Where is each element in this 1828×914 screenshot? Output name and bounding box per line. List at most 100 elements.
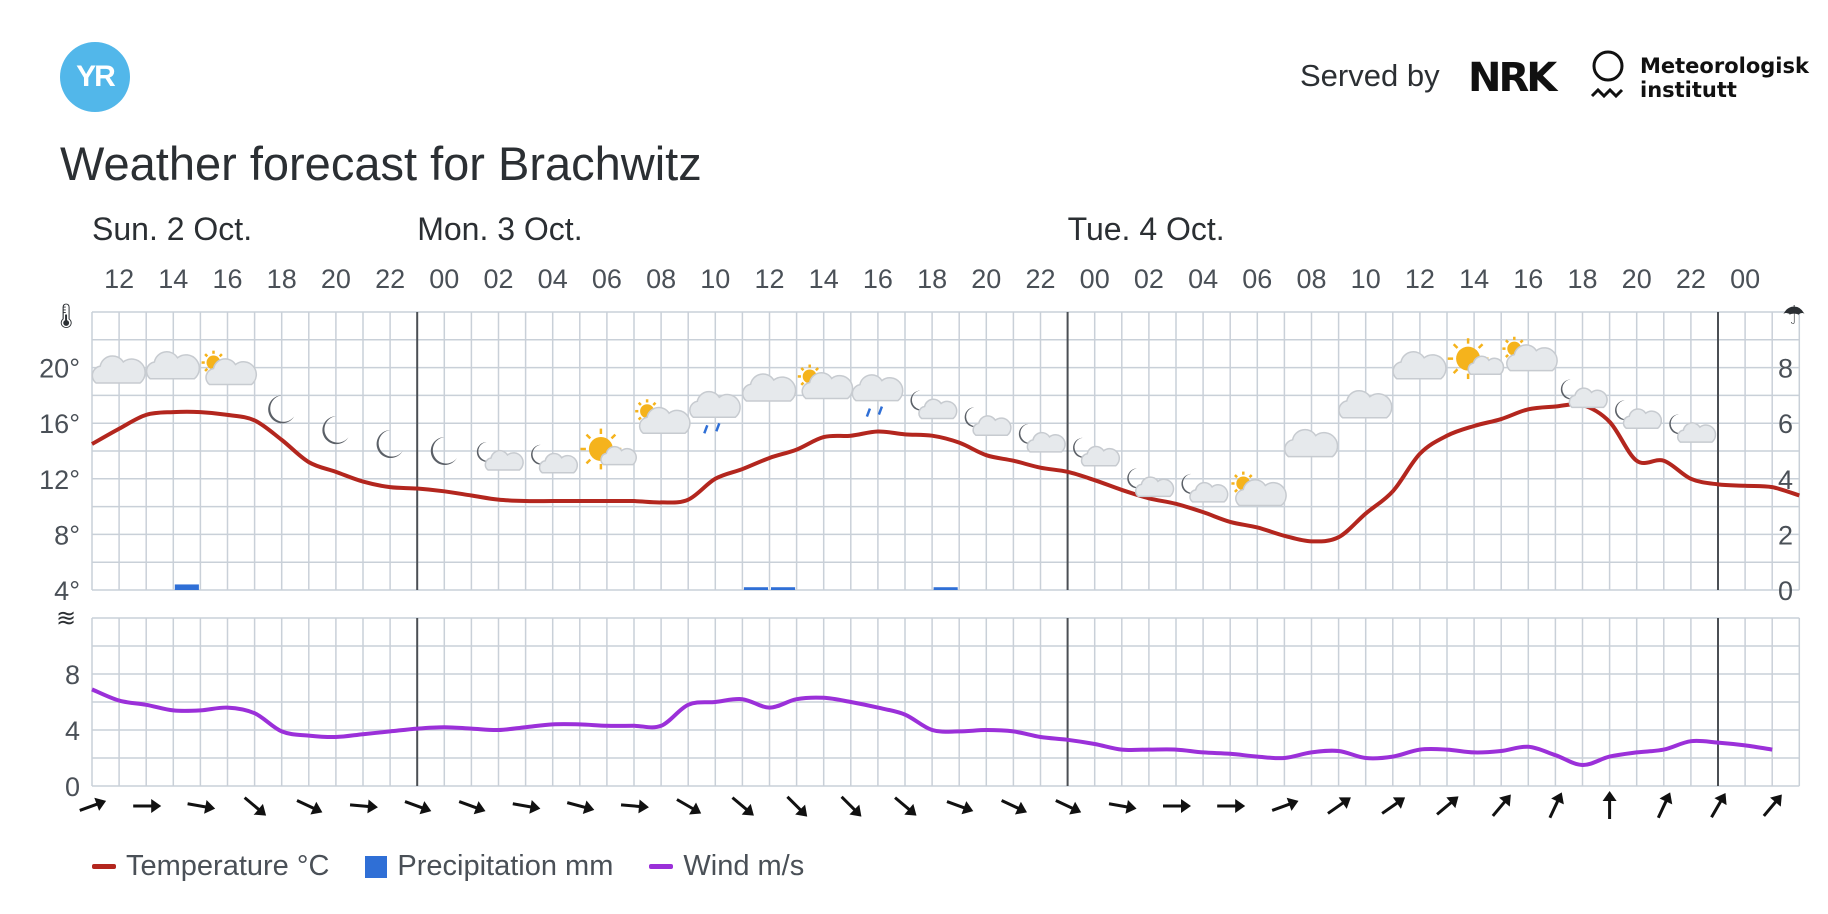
wind-arrow-icon xyxy=(1327,797,1351,815)
umbrella-icon: ☂ xyxy=(1782,300,1805,330)
hour-label: 08 xyxy=(1296,264,1326,294)
wind-arrow-icon xyxy=(187,799,216,814)
hour-label: 02 xyxy=(483,264,513,294)
partly-sunny-icon xyxy=(1502,336,1558,372)
cloudy-icon xyxy=(1392,351,1447,380)
hour-label: 02 xyxy=(1134,264,1164,294)
page-title: Weather forecast for Brachwitz xyxy=(60,137,702,190)
hour-label: 00 xyxy=(429,264,459,294)
temperature-tick: 16° xyxy=(39,409,80,439)
wind-arrow-icon xyxy=(1000,799,1027,815)
sun-cloud-icon xyxy=(1447,338,1505,380)
temperature-tick: 4° xyxy=(54,576,80,606)
temperature-line xyxy=(91,402,1800,544)
hour-label: 06 xyxy=(592,264,622,294)
wind-arrow-icon xyxy=(1656,792,1673,819)
wind-arrow-icon xyxy=(1710,793,1727,819)
precipitation-tick: 8 xyxy=(1778,354,1793,384)
hour-label: 14 xyxy=(158,264,188,294)
hour-label: 12 xyxy=(754,264,784,294)
wind-tick: 8 xyxy=(65,660,80,690)
temperature-tick: 8° xyxy=(54,520,80,550)
wind-arrow-icon xyxy=(1491,794,1511,817)
wind-arrow-icon xyxy=(1762,794,1782,817)
wind-icon: ≋ xyxy=(56,605,76,632)
legend-temperature-swatch xyxy=(92,864,116,869)
sun-cloud-icon xyxy=(580,428,637,470)
wind-arrow-icon xyxy=(79,797,107,812)
partly-sunny-icon xyxy=(201,350,258,386)
hour-label: 16 xyxy=(1513,264,1543,294)
cloudy-icon xyxy=(145,351,201,380)
precipitation-tick: 6 xyxy=(1778,409,1793,439)
wind-arrow-icon xyxy=(840,795,862,817)
hour-label: 22 xyxy=(375,264,405,294)
temperature-tick: 20° xyxy=(39,354,80,384)
hour-label: 20 xyxy=(971,264,1001,294)
yr-logo[interactable]: YR xyxy=(60,42,130,112)
nrk-logo[interactable]: NRK xyxy=(1468,55,1557,101)
precipitation-bar xyxy=(771,587,796,590)
cloudy-icon xyxy=(1338,389,1393,419)
wind-arrow-icon xyxy=(1602,791,1617,819)
wind-arrow-icon xyxy=(566,800,595,815)
moon-cloud-icon xyxy=(476,441,524,471)
hour-label: 04 xyxy=(1188,264,1218,294)
partly-sunny-icon xyxy=(797,364,854,400)
moon-cloud-icon xyxy=(964,407,1012,436)
moon-cloud-icon xyxy=(531,444,578,474)
hour-label: 14 xyxy=(809,264,839,294)
precipitation-tick: 0 xyxy=(1778,576,1793,606)
precipitation-tick: 2 xyxy=(1778,520,1793,550)
wind-arrow-icon xyxy=(296,799,323,815)
wind-arrow-icon xyxy=(1108,799,1137,814)
legend-wind: Wind m/s xyxy=(649,850,804,883)
wind-arrow-icon xyxy=(1163,799,1191,813)
met-institute-icon xyxy=(1590,50,1624,99)
hour-label: 12 xyxy=(104,264,134,294)
legend-temperature: Temperature °C xyxy=(92,850,329,883)
cloudy-icon xyxy=(1284,428,1339,458)
met-institute-line1: Meteorologisk xyxy=(1640,54,1809,78)
wind-line xyxy=(91,687,1773,768)
hour-label: 14 xyxy=(1459,264,1489,294)
thermometer-icon: 🌡 xyxy=(51,303,81,330)
day-label: Tue. 4 Oct. xyxy=(1068,211,1225,247)
hour-label: 22 xyxy=(1676,264,1706,294)
hour-label: 10 xyxy=(1351,264,1381,294)
hour-label: 08 xyxy=(646,264,676,294)
met-institute-logo[interactable]: Meteorologisk institutt xyxy=(1640,54,1809,102)
hour-label: 20 xyxy=(1622,264,1652,294)
moon-cloud-icon xyxy=(1073,437,1120,467)
wind-arrow-icon xyxy=(243,796,267,816)
wind-arrow-icon xyxy=(1548,792,1564,819)
legend-precipitation-swatch xyxy=(365,855,388,878)
wind-arrow-icon xyxy=(1436,796,1459,816)
moon-cloud-icon xyxy=(1018,423,1066,453)
hour-label: 18 xyxy=(1567,264,1597,294)
wind-arrow-icon xyxy=(1271,797,1299,812)
wind-arrow-icon xyxy=(620,799,649,814)
legend-precipitation-label: Precipitation mm xyxy=(397,850,614,882)
precipitation-bar xyxy=(174,584,199,590)
moon-cloud-icon xyxy=(1127,468,1175,498)
moon-cloud-icon xyxy=(1560,379,1608,409)
wind-arrow-icon xyxy=(894,796,917,816)
hour-label: 00 xyxy=(1730,264,1760,294)
hour-label: 20 xyxy=(321,264,351,294)
wind-arrow-icon xyxy=(731,796,754,816)
temperature-tick: 12° xyxy=(39,465,80,495)
wind-arrow-icon xyxy=(512,799,541,814)
wind-arrow-icon xyxy=(1381,797,1406,815)
wind-arrow-icon xyxy=(404,800,432,815)
wind-tick: 0 xyxy=(65,772,80,802)
cloudy-icon xyxy=(91,355,146,384)
partly-sunny-icon xyxy=(1231,471,1287,507)
wind-arrow-icon xyxy=(1217,799,1246,813)
served-by-label: Served by xyxy=(1300,58,1440,93)
wind-arrow-icon xyxy=(946,800,974,815)
hour-label: 16 xyxy=(863,264,893,294)
hour-label: 06 xyxy=(1242,264,1272,294)
legend-temperature-label: Temperature °C xyxy=(126,850,330,882)
